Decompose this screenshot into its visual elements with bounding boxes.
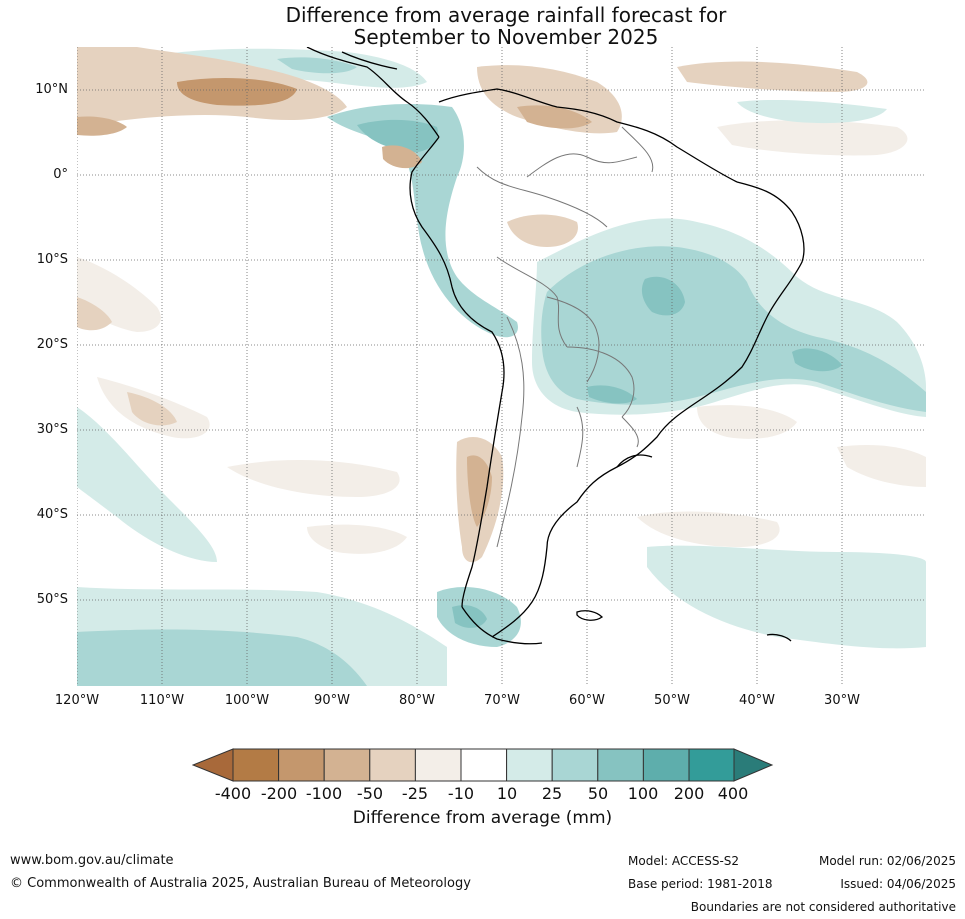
lat-label-10s: 10°S xyxy=(36,252,68,267)
graticule xyxy=(77,47,926,686)
colorbar-swatch-8 xyxy=(551,748,599,782)
wet-region-southern-ocean-core xyxy=(77,629,367,686)
lon-label-110w: 110°W xyxy=(139,693,185,708)
colorbar-tick-1: -400 xyxy=(214,784,252,803)
coast-pacific-south-america xyxy=(409,136,505,608)
colorbar-tick-11: 200 xyxy=(673,784,705,803)
colorbar-label: Difference from average (mm) xyxy=(352,808,613,828)
website-link[interactable]: www.bom.gov.au/climate xyxy=(10,853,174,868)
coastlines xyxy=(306,47,805,645)
colorbar-swatch-1 xyxy=(232,748,280,782)
lat-label-40s: 40°S xyxy=(36,507,68,522)
colorbar-tick-12: 400 xyxy=(717,784,749,803)
lon-label-80w: 80°W xyxy=(399,693,435,708)
colorbar-swatch-10 xyxy=(642,748,690,782)
colorbar-tick-2: -200 xyxy=(260,784,298,803)
wet-region-far-south-atlantic xyxy=(647,545,926,649)
lon-label-40w: 40°W xyxy=(739,693,775,708)
coast-falklands xyxy=(576,610,604,621)
rainfall-anomaly-shading xyxy=(77,47,926,686)
dry-region-amazon-west xyxy=(507,214,578,247)
colorbar-swatch-2 xyxy=(278,748,325,782)
issued-date: Issued: 04/06/2025 xyxy=(840,877,956,891)
lat-label-10n: 10°N xyxy=(35,82,68,97)
colorbar-swatch-6 xyxy=(460,748,508,782)
colorbar-tick-4: -50 xyxy=(356,784,384,803)
model-run-date: Model run: 02/06/2025 xyxy=(818,854,956,868)
lon-label-90w: 90°W xyxy=(314,693,350,708)
lat-label-30s: 30°S xyxy=(36,422,68,437)
colorbar-swatches xyxy=(191,748,774,782)
wet-region-southeast-pacific xyxy=(77,407,217,562)
coast-south-georgia xyxy=(766,633,792,642)
title-line-1: Difference from average rainfall forecas… xyxy=(285,3,727,27)
colorbar-swatch-7 xyxy=(506,748,553,782)
lon-label-30w: 30°W xyxy=(824,693,860,708)
map-title: Difference from average rainfall forecas… xyxy=(0,4,965,48)
colorbar-tick-8: 25 xyxy=(541,784,563,803)
map-canvas xyxy=(77,47,926,686)
colorbar-swatch-extend-high xyxy=(733,748,774,782)
colorbar-tick-6: -10 xyxy=(447,784,475,803)
coast-north-america-gulf xyxy=(341,51,398,70)
colorbar-tick-5: -25 xyxy=(401,784,429,803)
lat-label-50s: 50°S xyxy=(36,592,68,607)
coast-rio-de-la-plata xyxy=(616,454,653,468)
colorbar-tick-9: 50 xyxy=(587,784,609,803)
lat-label-0: 0° xyxy=(53,167,68,182)
colorbar-swatch-3 xyxy=(323,748,371,782)
model-name: Model: ACCESS-S2 xyxy=(628,854,740,868)
colorbar-swatch-extend-low xyxy=(191,748,234,782)
colorbar-swatch-11 xyxy=(688,748,735,782)
boundaries-disclaimer: Boundaries are not considered authoritat… xyxy=(690,900,956,914)
colorbar-tick-3: -100 xyxy=(305,784,343,803)
title-line-2: September to November 2025 xyxy=(353,25,659,49)
coast-central-america xyxy=(306,47,440,138)
base-period: Base period: 1981-2018 xyxy=(628,877,773,891)
colorbar xyxy=(191,748,774,786)
coast-caribbean xyxy=(438,88,738,183)
country-borders xyxy=(476,126,654,548)
lon-label-50w: 50°W xyxy=(654,693,690,708)
lon-label-70w: 70°W xyxy=(484,693,520,708)
colorbar-tick-10: 100 xyxy=(627,784,659,803)
lon-label-60w: 60°W xyxy=(569,693,605,708)
lon-label-100w: 100°W xyxy=(224,693,270,708)
colorbar-swatch-4 xyxy=(369,748,416,782)
rainfall-map xyxy=(77,47,926,686)
lon-label-120w: 120°W xyxy=(54,693,100,708)
copyright-text: © Commonwealth of Australia 2025, Austra… xyxy=(10,876,471,891)
lat-label-20s: 20°S xyxy=(36,337,68,352)
colorbar-swatch-9 xyxy=(597,748,644,782)
wet-region-northwest-coast xyxy=(327,104,518,338)
coast-tierra-del-fuego xyxy=(461,606,543,645)
dry-region-venezuela xyxy=(477,65,622,134)
colorbar-swatch-5 xyxy=(414,748,462,782)
coast-atlantic-brazil xyxy=(491,181,805,638)
colorbar-tick-7: 10 xyxy=(496,784,518,803)
